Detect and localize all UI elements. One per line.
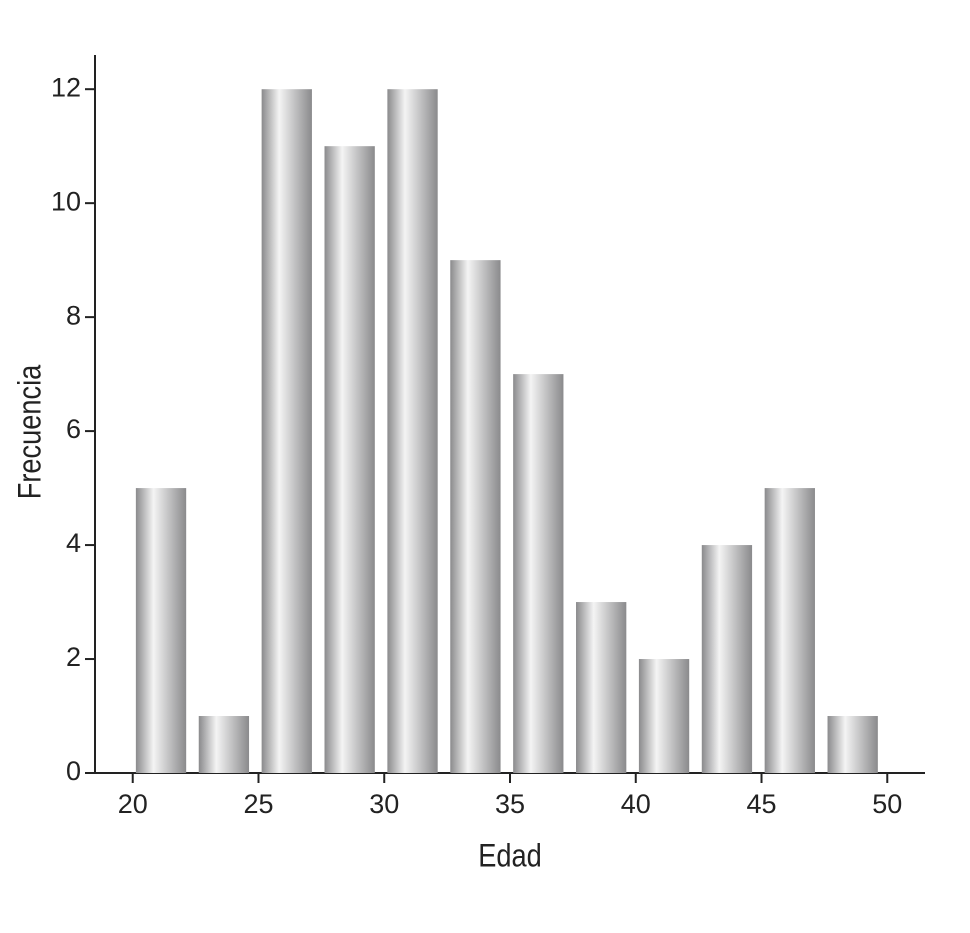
bar: [764, 488, 815, 773]
x-tick-label: 50: [872, 789, 902, 819]
y-tick-label: 6: [66, 414, 81, 444]
bar: [387, 89, 438, 773]
bar: [198, 716, 250, 773]
x-axis-label: Edad: [478, 838, 542, 874]
y-tick-label: 10: [51, 186, 81, 216]
bar: [638, 659, 690, 773]
y-tick-label: 8: [66, 300, 81, 330]
bar: [324, 146, 375, 773]
x-tick-label: 20: [118, 789, 148, 819]
x-tick-label: 35: [495, 789, 525, 819]
x-tick-label: 25: [243, 789, 273, 819]
bar: [261, 89, 312, 773]
x-tick-label: 40: [621, 789, 651, 819]
bar: [513, 374, 564, 773]
y-tick-label: 12: [51, 72, 81, 102]
y-tick-label: 2: [66, 642, 81, 672]
bar: [701, 545, 753, 773]
x-tick-label: 30: [369, 789, 399, 819]
y-tick-label: 0: [66, 756, 81, 786]
bar: [135, 488, 187, 773]
y-axis-label: Frecuencia: [12, 364, 48, 499]
bar: [827, 716, 878, 773]
x-tick-label: 45: [746, 789, 776, 819]
bar: [450, 260, 501, 774]
y-tick-label: 4: [66, 528, 81, 558]
bar: [576, 602, 627, 773]
